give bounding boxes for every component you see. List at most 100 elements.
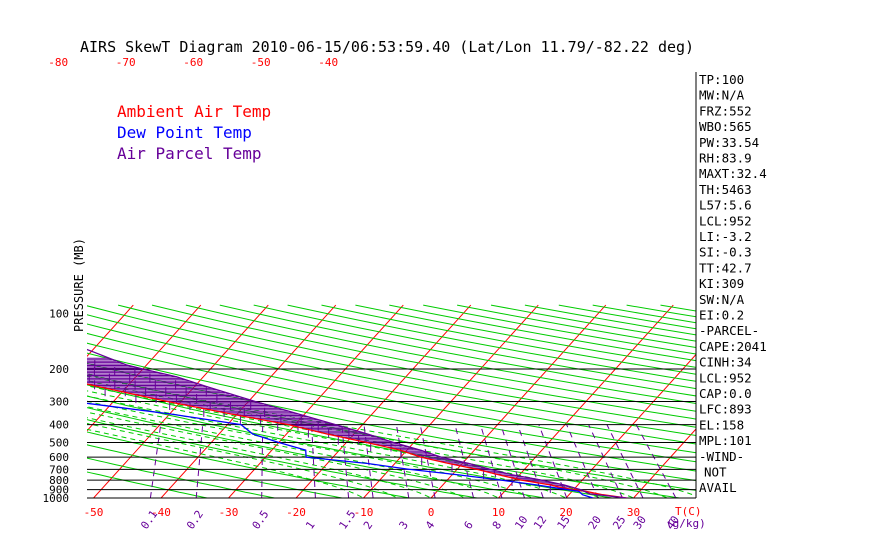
mixing-ratio-line — [395, 424, 410, 498]
stats-panel: TP:100MW:N/AFRZ:552WBO:565PW:33.54RH:83.… — [699, 72, 767, 495]
dry-adiabat-line — [87, 323, 696, 445]
pressure-tick-label: 100 — [49, 308, 69, 321]
top-temp-tick-label: -90 — [0, 56, 1, 69]
stat-line: LFC:893 — [699, 402, 752, 417]
isotherm-line — [833, 305, 870, 502]
bottom-temp-tick-label: -20 — [286, 506, 306, 519]
x-axis-label: T(C) — [675, 505, 702, 518]
stat-line: EL:158 — [699, 417, 744, 432]
mixing-ratio-tick-label: 4 — [423, 519, 438, 532]
dry-adiabat-line — [87, 431, 413, 498]
mixing-ratio-line — [635, 424, 677, 498]
isotherm-line — [87, 304, 202, 432]
dry-adiabat-line — [185, 304, 696, 405]
top-temp-tick-label: -80 — [48, 56, 68, 69]
dry-adiabat-line — [87, 457, 278, 498]
mixing-ratio-line — [500, 424, 525, 498]
mixing-ratio-line — [480, 424, 503, 498]
stat-line: WBO:565 — [699, 119, 752, 134]
mixing-ratio-line — [454, 424, 475, 498]
stat-line: -PARCEL- — [699, 323, 759, 338]
pressure-tick-label: 1000 — [43, 492, 70, 505]
pressure-tick-label: 600 — [49, 451, 69, 464]
dry-adiabat-line — [87, 395, 616, 498]
dry-adiabat-line — [524, 304, 696, 336]
stat-line: PW:33.54 — [699, 135, 759, 150]
bottom-temp-tick-label: -50 — [84, 506, 104, 519]
moist-adiabat-line — [87, 406, 500, 498]
mixing-ratio-tick-label: 0.2 — [184, 508, 206, 532]
pressure-tick-label: 700 — [49, 463, 69, 476]
pressure-tick-label: 900 — [49, 484, 69, 497]
legend-ambient: Ambient Air Temp — [117, 102, 271, 121]
stat-line: MW:N/A — [699, 88, 745, 103]
mixing-ratio-line — [419, 424, 436, 498]
dry-adiabat-line — [87, 471, 210, 498]
top-temp-tick-label: -50 — [251, 56, 271, 69]
moist-adiabat-line — [87, 385, 635, 498]
chart-title: AIRS SkewT Diagram 2010-06-15/06:53:59.4… — [80, 38, 694, 56]
stat-line: TH:5463 — [699, 182, 752, 197]
bottom-temp-tick-label: 10 — [492, 506, 505, 519]
dewpoint-line — [87, 402, 594, 498]
mixing-ratio-line — [566, 424, 599, 498]
stat-line: CINH:34 — [699, 355, 752, 370]
mixing-ratio-unit: (g/kg) — [666, 517, 706, 530]
dry-adiabat-line — [87, 332, 696, 454]
stat-line: FRZ:552 — [699, 103, 752, 118]
mixing-ratio-tick-label: 2 — [361, 519, 375, 532]
pressure-tick-label: 300 — [49, 396, 69, 409]
stat-line: -WIND- — [699, 449, 744, 464]
parcel-temp-line — [87, 348, 627, 498]
stat-line: MAXT:32.4 — [699, 166, 767, 181]
dry-adiabat-line — [87, 352, 696, 472]
stat-line: NOT — [704, 465, 727, 480]
dry-adiabat-line — [151, 304, 696, 412]
top-temp-tick-label: -60 — [183, 56, 203, 69]
bottom-temp-tick-label: 0 — [428, 506, 435, 519]
mixing-ratio-tick-label: 25 — [610, 513, 628, 531]
stat-line: LCL:952 — [699, 370, 752, 385]
dry-adiabat-line — [87, 407, 548, 498]
mixing-ratio-tick-label: 40 — [664, 513, 682, 531]
dry-adiabat-line — [87, 342, 696, 463]
stat-line: CAP:0.0 — [699, 386, 752, 401]
mixing-ratio-tick-label: 15 — [555, 513, 573, 531]
bottom-temp-tick-label: -10 — [354, 506, 374, 519]
dry-adiabat-line — [87, 314, 696, 437]
stat-line: LI:-3.2 — [699, 229, 752, 244]
bottom-temp-tick-label: -30 — [219, 506, 239, 519]
mixing-ratio-tick-label: 6 — [461, 519, 475, 532]
dry-adiabat-line — [389, 304, 696, 362]
mixing-ratio-line — [149, 424, 162, 498]
moist-adiabat-line — [87, 380, 669, 498]
dry-adiabat-line — [490, 304, 696, 342]
pressure-tick-label: 500 — [49, 437, 69, 450]
stat-line: L57:5.6 — [699, 198, 752, 213]
mixing-ratio-line — [363, 424, 374, 498]
mixing-ratio-tick-label: 30 — [631, 513, 649, 531]
dry-adiabat-line — [117, 304, 696, 420]
legend-dewpoint: Dew Point Temp — [117, 123, 252, 142]
moist-adiabat-line — [87, 417, 433, 498]
top-temp-tick-label: -40 — [318, 56, 338, 69]
dry-adiabat-line — [87, 444, 345, 498]
isotherm-line — [362, 304, 539, 498]
mixing-ratio-tick-label: 12 — [531, 513, 549, 531]
y-axis-label: PRESSURE (MB) — [72, 238, 86, 332]
stat-line: KI:309 — [699, 276, 744, 291]
bottom-temp-tick-label: -40 — [151, 506, 171, 519]
moist-adiabat-line — [87, 400, 534, 498]
moist-adiabat-line — [87, 411, 466, 498]
legend-parcel: Air Parcel Temp — [117, 144, 262, 163]
dry-adiabat-line — [321, 304, 696, 375]
bottom-temp-tick-label: 30 — [627, 506, 640, 519]
mixing-ratio-tick-label: 10 — [512, 513, 530, 531]
mixing-ratio-tick-label: 20 — [586, 513, 604, 531]
stat-line: SW:N/A — [699, 292, 745, 307]
stat-line: MPL:101 — [699, 433, 752, 448]
pressure-tick-label: 400 — [49, 419, 69, 432]
legend: Ambient Air Temp Dew Point Temp Air Parc… — [117, 102, 271, 163]
mixing-ratio-tick-label: 8 — [490, 519, 504, 532]
